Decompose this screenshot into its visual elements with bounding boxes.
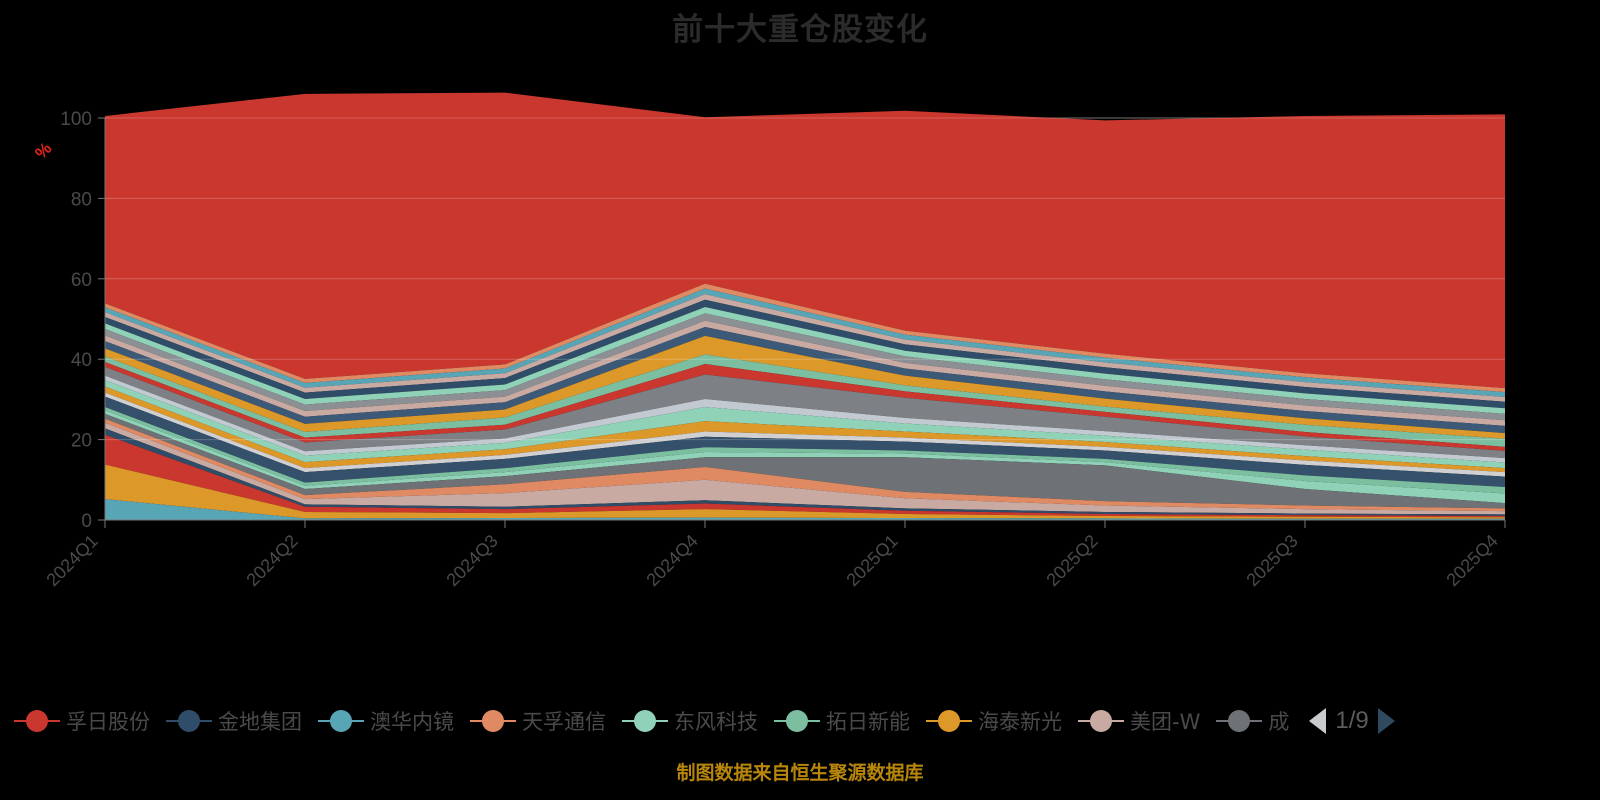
legend-marker-icon <box>774 708 820 734</box>
legend-item[interactable]: 孚日股份 <box>14 706 150 736</box>
y-axis-unit-label: % <box>31 139 55 163</box>
triangle-left-icon[interactable] <box>1309 708 1327 734</box>
y-axis-tick-label: 100 <box>60 109 92 130</box>
legend-item[interactable]: 成 <box>1216 706 1289 736</box>
legend: 孚日股份 金地集团 澳华内镜 天孚通信 东风科技 拓日新能 海泰新光 美团-W 成 1/9 <box>0 695 1600 747</box>
legend-item-label: 金地集团 <box>218 710 302 734</box>
legend-item[interactable]: 海泰新光 <box>926 706 1062 736</box>
legend-item[interactable]: 澳华内镜 <box>318 706 454 736</box>
y-axis-tick-label: 20 <box>71 431 92 452</box>
legend-marker-icon <box>14 708 60 734</box>
legend-marker-icon <box>1078 708 1124 734</box>
area-series <box>105 396 1505 488</box>
x-axis-tick-label: 2024Q4 <box>642 531 701 590</box>
y-axis-tick-label: 80 <box>71 189 92 210</box>
area-series <box>105 327 1505 434</box>
legend-item-label: 成 <box>1268 710 1290 734</box>
legend-marker-icon <box>622 708 668 734</box>
x-axis-tick-label: 2025Q2 <box>1042 531 1101 590</box>
area-series <box>105 392 1505 477</box>
pager-page-text: 1/9 <box>1335 707 1369 734</box>
page-title: 前十大重仓股变化 <box>672 12 928 48</box>
area-series <box>105 283 1505 393</box>
legend-item[interactable]: 天孚通信 <box>470 706 606 736</box>
legend-marker-icon <box>318 708 364 734</box>
legend-item-label: 澳华内镜 <box>370 710 454 734</box>
x-axis-tick-label: 2024Q2 <box>242 531 301 590</box>
legend-item-label: 天孚通信 <box>522 710 606 734</box>
footer-note: 制图数据来自恒生聚源数据库 <box>676 762 924 784</box>
x-axis-tick-label: 2024Q1 <box>42 531 101 590</box>
area-series <box>105 422 1505 515</box>
legend-item[interactable]: 美团-W <box>1078 706 1200 736</box>
x-axis-tick-label: 2025Q1 <box>842 531 901 590</box>
legend-item[interactable]: 东风科技 <box>622 706 758 736</box>
triangle-right-icon[interactable] <box>1377 708 1395 734</box>
stacked-area-chart: 0 20 40 60 80 100% 2024Q1 2024Q2 2024Q3 2024Q4 202… <box>31 92 1506 590</box>
y-axis-tick-label: 0 <box>81 511 92 532</box>
area-series <box>105 299 1505 409</box>
area-series <box>105 418 1505 512</box>
area-series <box>105 407 1505 494</box>
y-axis-tick-label: 40 <box>71 350 92 371</box>
legend-marker-icon <box>470 708 516 734</box>
area-series <box>105 313 1505 421</box>
area-series <box>105 306 1505 414</box>
legend-item[interactable]: 金地集团 <box>166 706 302 736</box>
x-axis-tick-label: 2024Q3 <box>442 531 501 590</box>
legend-item-label: 拓日新能 <box>826 710 910 734</box>
area-series <box>105 354 1505 447</box>
legend-item-label: 美团-W <box>1130 710 1201 734</box>
area-series <box>105 386 1505 473</box>
area-series <box>105 380 1505 469</box>
x-axis-tick-label: 2025Q4 <box>1442 531 1501 590</box>
legend-marker-icon <box>1216 708 1263 734</box>
legend-marker-icon <box>926 708 972 734</box>
area-series <box>105 294 1505 402</box>
legend-item-label: 孚日股份 <box>66 710 150 734</box>
area-series <box>105 335 1505 439</box>
area-series <box>105 92 1505 389</box>
area-series <box>105 413 1505 509</box>
area-series <box>105 320 1505 426</box>
legend-marker-icon <box>166 708 212 734</box>
area-series <box>105 288 1505 397</box>
area-series <box>105 366 1505 459</box>
x-axis-tick-label: 2025Q3 <box>1242 531 1301 590</box>
legend-item[interactable]: 拓日新能 <box>774 706 910 736</box>
area-series <box>105 499 1505 520</box>
y-axis-tick-label: 60 <box>71 270 92 291</box>
area-series <box>105 362 1505 451</box>
legend-item-label: 东风科技 <box>674 710 758 734</box>
legend-pager[interactable]: 1/9 <box>1309 707 1395 735</box>
legend-item-label: 海泰新光 <box>978 710 1062 734</box>
chart-plot-area: 0 20 40 60 80 100% 2024Q1 2024Q2 2024Q3 2024Q4 202… <box>31 92 1506 590</box>
area-series <box>105 410 1505 504</box>
